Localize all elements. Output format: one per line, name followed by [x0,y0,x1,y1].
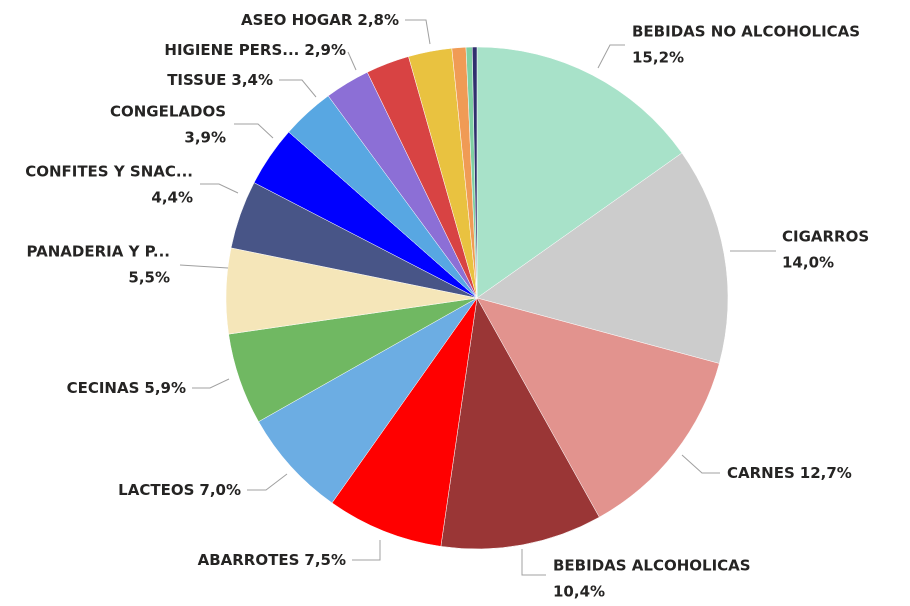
slice-value: 15,2% [632,49,684,67]
slice-label: CONGELADOS [110,103,226,121]
slice-label: BEBIDAS NO ALCOHOLICAS [632,23,860,41]
slice-label: CIGARROS [782,228,869,246]
leader-line [200,183,239,194]
leader-line [681,454,720,474]
leader-line [347,51,357,71]
slice-label: LACTEOS [118,481,194,499]
slice-value: 12,7% [800,464,852,482]
leader-line [279,79,317,98]
slice-label: CONFITES Y SNAC... [25,163,193,181]
pie-slice [476,46,683,299]
slice-label: HIGIENE PERS... [164,41,299,59]
slice-label-group: HIGIENE PERS... 2,9% [164,41,346,59]
leader-line [247,473,288,491]
slice-label-group: LACTEOS 7,0% [118,481,241,499]
leader-line [597,44,625,69]
slice-label: PANADERIA Y P... [27,243,170,261]
slice-label: CECINAS [67,379,140,397]
slice-label: TISSUE [167,71,226,89]
slice-label-group: CARNES 12,7% [727,464,852,482]
slice-label: CARNES [727,464,795,482]
pie-slice [476,152,729,364]
slice-value: 7,5% [304,551,346,569]
leader-line [234,123,274,139]
pie-slice [472,46,478,299]
slice-value: 5,9% [144,379,186,397]
slice-value: 7,0% [199,481,241,499]
slice-label: ASEO HOGAR [241,11,353,29]
slice-label-group: CECINAS 5,9% [67,379,186,397]
slice-label-group: ABARROTES 7,5% [198,551,346,569]
slice-value: 3,4% [231,71,273,89]
pie-slice [440,297,600,550]
pie-slice [258,297,478,504]
slice-value: 4,4% [151,189,193,207]
leader-line [352,540,381,561]
slice-label: ABARROTES [198,551,300,569]
leader-line [405,19,431,45]
slice-value: 2,8% [357,11,399,29]
slice-label: BEBIDAS ALCOHOLICAS [553,557,751,575]
leader-line [179,264,229,269]
leader-line [521,549,546,576]
slice-value: 2,9% [304,41,346,59]
slice-value: 5,5% [128,269,170,287]
pie-slice [476,297,720,518]
leader-line [192,378,230,389]
slice-value: 3,9% [184,129,226,147]
slice-value: 14,0% [782,254,834,272]
pie-slice [331,297,478,547]
slice-label-group: ASEO HOGAR 2,8% [241,11,399,29]
slice-value: 10,4% [553,583,605,601]
slice-label-group: TISSUE 3,4% [167,71,273,89]
